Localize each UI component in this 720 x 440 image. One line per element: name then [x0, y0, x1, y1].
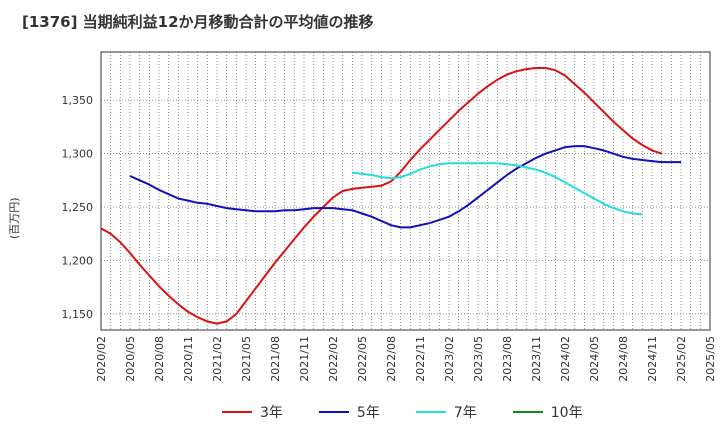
y-tick-label: 1,150 [62, 308, 94, 321]
x-tick-label: 2020/05 [124, 336, 137, 382]
legend-label-3y: 3年 [260, 405, 283, 421]
legend-item-5y: 5年 [318, 402, 380, 422]
x-tick-label: 2024/11 [646, 336, 659, 382]
x-tick-label: 2022/08 [385, 336, 398, 382]
y-tick-label: 1,250 [62, 201, 94, 214]
plot-frame [100, 51, 711, 331]
chart-title: [1376] 当期純利益12か月移動合計の平均値の推移 [22, 13, 374, 31]
legend-swatch-10y [512, 411, 543, 413]
x-tick-label: 2024/02 [559, 336, 572, 382]
legend-label-5y: 5年 [356, 405, 380, 421]
legend-item-10y: 10年 [512, 402, 583, 422]
x-tick-label: 2024/05 [588, 336, 601, 382]
chart-legend: 3年 5年 7年 10年 [222, 402, 619, 422]
legend-label-10y: 10年 [550, 405, 583, 421]
x-tick-label: 2022/02 [327, 336, 340, 382]
x-tick-label: 2022/05 [356, 336, 369, 382]
legend-swatch-5y [318, 411, 349, 413]
x-tick-label: 2025/05 [704, 336, 717, 382]
x-tick-label: 2024/08 [617, 336, 630, 382]
x-tick-label: 2021/02 [211, 336, 224, 382]
y-tick-label: 1,350 [62, 94, 94, 107]
x-tick-label: 2020/02 [95, 336, 108, 382]
x-tick-label: 2020/11 [182, 336, 195, 382]
plot-area [101, 52, 710, 330]
x-tick-label: 2023/02 [443, 336, 456, 382]
y-tick-label: 1,300 [62, 148, 94, 161]
y-tick-label: 1,200 [62, 255, 94, 268]
series-line-7y [352, 162, 643, 216]
series-line-3y [100, 67, 663, 325]
x-tick-label: 2023/11 [530, 336, 543, 382]
series-line-5y [129, 145, 681, 229]
x-tick-label: 2021/05 [240, 336, 253, 382]
x-tick-label: 2023/05 [472, 336, 485, 382]
legend-swatch-7y [415, 411, 446, 413]
x-tick-label: 2025/02 [675, 336, 688, 382]
legend-label-7y: 7年 [453, 405, 477, 421]
x-tick-label: 2021/08 [269, 336, 282, 382]
x-tick-label: 2020/08 [153, 336, 166, 382]
x-tick-label: 2023/08 [501, 336, 514, 382]
legend-swatch-3y [222, 411, 252, 413]
x-tick-label: 2021/11 [298, 336, 311, 382]
legend-item-7y: 7年 [415, 402, 477, 422]
legend-item-3y: 3年 [222, 402, 283, 422]
x-tick-label: 2022/11 [414, 336, 427, 382]
